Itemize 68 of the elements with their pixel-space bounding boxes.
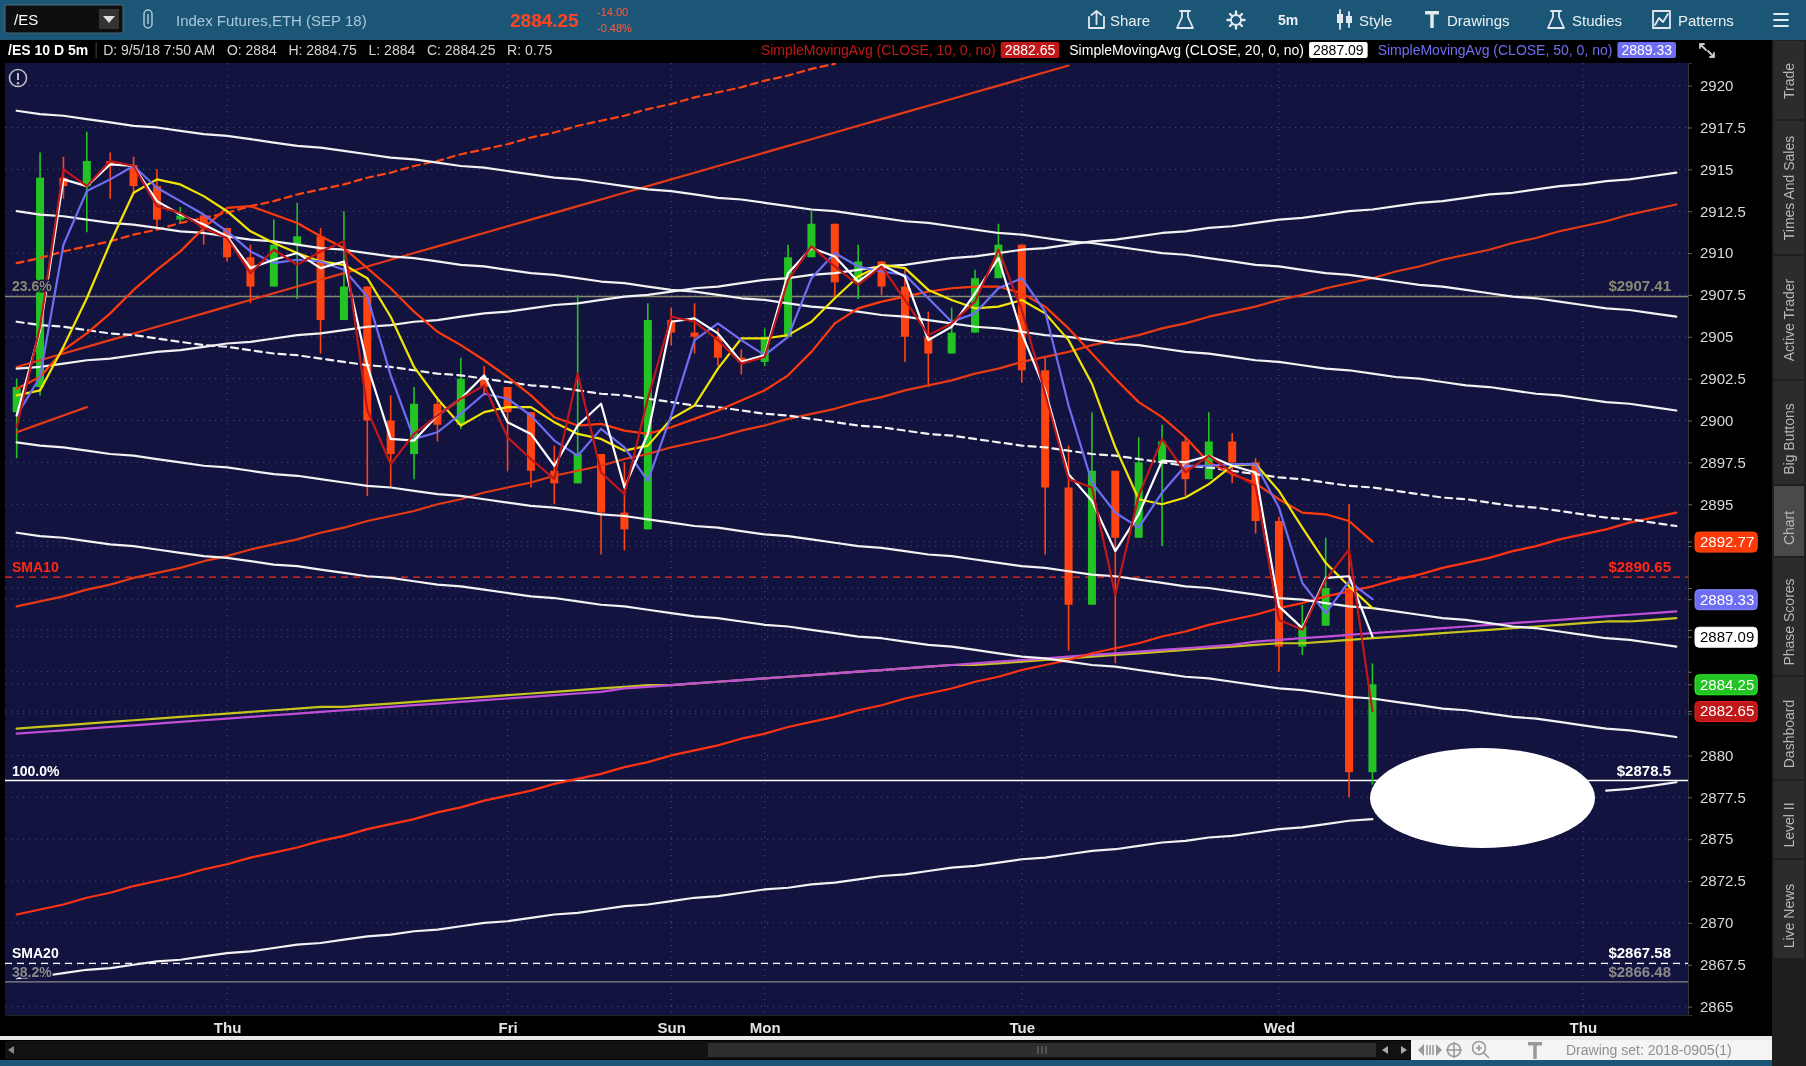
y-tick-label: 2882.65 xyxy=(1700,702,1755,720)
y-tick-label: 2892.77 xyxy=(1700,532,1755,550)
x-tick-label: Sun xyxy=(657,1018,686,1036)
y-tick-label: 2875 xyxy=(1700,830,1734,848)
ref-line-label: $2907.41 xyxy=(1608,277,1671,295)
annotation: 100.0% xyxy=(12,762,61,779)
text: Trade xyxy=(1781,62,1797,100)
legend-label: SimpleMovingAvg (CLOSE, 50, 0, no) xyxy=(1377,42,1613,58)
text: 2889.33 xyxy=(1621,42,1673,58)
y-tick-label: 2917.5 xyxy=(1700,118,1746,136)
annotation: 38.2% xyxy=(12,963,53,980)
y-tick-label: 2880 xyxy=(1700,746,1734,764)
text: 2887.09 xyxy=(1313,42,1364,58)
x-tick-label: Thu xyxy=(213,1018,242,1036)
text: Level II xyxy=(1781,802,1797,848)
legend-label: SimpleMovingAvg (CLOSE, 10, 0, no) xyxy=(760,42,996,58)
text: 2884.25 xyxy=(510,9,580,31)
text: Dashboard xyxy=(1781,699,1797,769)
text: Active Trader xyxy=(1781,278,1797,362)
x-tick-label: Tue xyxy=(1009,1018,1036,1036)
text: Big Buttons xyxy=(1781,403,1797,475)
y-tick-label: 2865 xyxy=(1700,997,1734,1015)
text: -14.00 xyxy=(597,6,629,18)
y-tick-label: 2889.33 xyxy=(1700,590,1755,608)
annotation: SMA10 xyxy=(12,559,59,576)
y-tick-label: 2870 xyxy=(1700,914,1734,932)
text: Patterns xyxy=(1678,11,1734,29)
text: Chart xyxy=(1781,510,1797,546)
x-tick-label: Fri xyxy=(498,1018,518,1036)
y-tick-label: 2895 xyxy=(1700,495,1734,513)
annotation: SMA20 xyxy=(12,945,59,962)
y-tick-label: 2902.5 xyxy=(1700,369,1746,387)
y-tick-label: 2907.5 xyxy=(1700,286,1746,304)
y-tick-label: 2877.5 xyxy=(1700,788,1746,806)
text: Live News xyxy=(1781,883,1797,949)
text: Drawings xyxy=(1447,11,1510,29)
text: Index Futures,ETH (SEP 18) xyxy=(176,11,367,29)
y-tick-label: 2867.5 xyxy=(1700,956,1746,974)
y-tick-label: 2912.5 xyxy=(1700,202,1746,220)
x-tick-label: Mon xyxy=(749,1018,781,1036)
ref-line-label: $2878.5 xyxy=(1616,761,1671,779)
y-tick-label: 2910 xyxy=(1700,244,1734,262)
legend-label: SimpleMovingAvg (CLOSE, 20, 0, no) xyxy=(1069,42,1305,58)
text: Studies xyxy=(1572,11,1623,29)
y-tick-label: 2905 xyxy=(1700,328,1734,346)
text: 5m xyxy=(1278,12,1299,28)
text: /ES xyxy=(14,10,39,28)
x-tick-label: Thu xyxy=(1569,1018,1598,1036)
text: -0.48% xyxy=(597,22,633,34)
y-tick-label: 2900 xyxy=(1700,411,1734,429)
chart-title: /ES 10 D 5m xyxy=(8,42,89,58)
y-tick-label: 2915 xyxy=(1700,160,1734,178)
text: 2882.65 xyxy=(1004,42,1056,58)
y-tick-label: 2884.25 xyxy=(1700,675,1755,693)
chart-subtitle: D: 9/5/18 7:50 AM O: 2884 H: 2884.75 L: 2884 C: 2884.25 R: 0.75 xyxy=(103,42,553,58)
text: Times And Sales xyxy=(1781,135,1797,241)
text: Drawing set: 2018-0905(1) xyxy=(1566,1042,1732,1058)
x-tick-label: Wed xyxy=(1263,1018,1296,1036)
y-tick-label: 2872.5 xyxy=(1700,872,1746,890)
y-tick-label: 2887.09 xyxy=(1700,628,1755,646)
y-tick-label: 2920 xyxy=(1700,76,1734,94)
ref-line-label: $2890.65 xyxy=(1608,558,1671,576)
ref-line-label: $2866.48 xyxy=(1608,962,1671,980)
y-tick-label: 2897.5 xyxy=(1700,453,1746,471)
text: Phase Scores xyxy=(1781,578,1797,666)
ref-line-label: $2867.58 xyxy=(1608,944,1671,962)
text: Style xyxy=(1359,11,1393,29)
text: Share xyxy=(1110,11,1151,29)
